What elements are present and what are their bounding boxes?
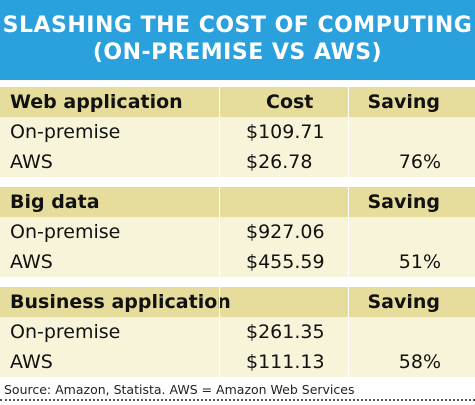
title-line-2: (ON-PREMISE VS AWS) xyxy=(92,40,383,65)
row-cost: $109.71 xyxy=(246,121,325,143)
column-divider xyxy=(219,217,220,247)
section-header-row: Web application Cost Saving xyxy=(0,87,475,117)
section-header-row: Business application Saving xyxy=(0,287,475,317)
column-divider xyxy=(219,347,220,377)
row-label: On-premise xyxy=(10,221,121,243)
section-web-application: Web application Cost Saving On-premise $… xyxy=(0,87,475,177)
table-row: AWS $455.59 51% xyxy=(0,247,475,277)
title-line-1: SLASHING THE COST OF COMPUTING xyxy=(2,13,473,38)
source-footnote: Source: Amazon, Statista. AWS = Amazon W… xyxy=(4,382,355,397)
row-saving: 51% xyxy=(398,251,441,273)
row-cost: $455.59 xyxy=(246,251,325,273)
section-business-application: Business application Saving On-premise $… xyxy=(0,287,475,377)
row-label: On-premise xyxy=(10,121,121,143)
row-saving: 58% xyxy=(398,351,441,373)
column-divider xyxy=(348,347,349,377)
section-big-data: Big data Saving On-premise $927.06 AWS $… xyxy=(0,187,475,277)
column-divider xyxy=(348,247,349,277)
column-divider xyxy=(348,287,349,317)
column-divider xyxy=(348,147,349,177)
table-row: On-premise $261.35 xyxy=(0,317,475,347)
row-cost: $927.06 xyxy=(246,221,325,243)
table-row: AWS $111.13 58% xyxy=(0,347,475,377)
column-divider xyxy=(219,117,220,147)
row-cost: $261.35 xyxy=(246,321,325,343)
column-divider xyxy=(348,317,349,347)
row-saving: 76% xyxy=(398,151,441,173)
saving-column-header: Saving xyxy=(367,91,440,113)
row-cost: $26.78 xyxy=(246,151,313,173)
title-banner: SLASHING THE COST OF COMPUTING (ON-PREMI… xyxy=(0,0,475,80)
column-divider xyxy=(348,187,349,217)
column-divider xyxy=(219,287,220,317)
column-divider xyxy=(219,147,220,177)
section-header-row: Big data Saving xyxy=(0,187,475,217)
row-cost: $111.13 xyxy=(246,351,325,373)
column-divider xyxy=(348,117,349,147)
row-label: AWS xyxy=(10,251,53,273)
table-row: AWS $26.78 76% xyxy=(0,147,475,177)
cost-column-header: Cost xyxy=(266,91,314,113)
column-divider xyxy=(348,217,349,247)
row-label: AWS xyxy=(10,151,53,173)
row-label: On-premise xyxy=(10,321,121,343)
saving-column-header: Saving xyxy=(367,291,440,313)
table-row: On-premise $109.71 xyxy=(0,117,475,147)
row-label: AWS xyxy=(10,351,53,373)
column-divider xyxy=(348,87,349,117)
section-title: Business application xyxy=(10,291,231,313)
saving-column-header: Saving xyxy=(367,191,440,213)
section-title: Web application xyxy=(10,91,183,113)
table-row: On-premise $927.06 xyxy=(0,217,475,247)
section-title: Big data xyxy=(10,191,100,213)
dotted-divider xyxy=(0,399,475,401)
column-divider xyxy=(219,247,220,277)
column-divider xyxy=(219,317,220,347)
column-divider xyxy=(219,87,220,117)
column-divider xyxy=(219,187,220,217)
